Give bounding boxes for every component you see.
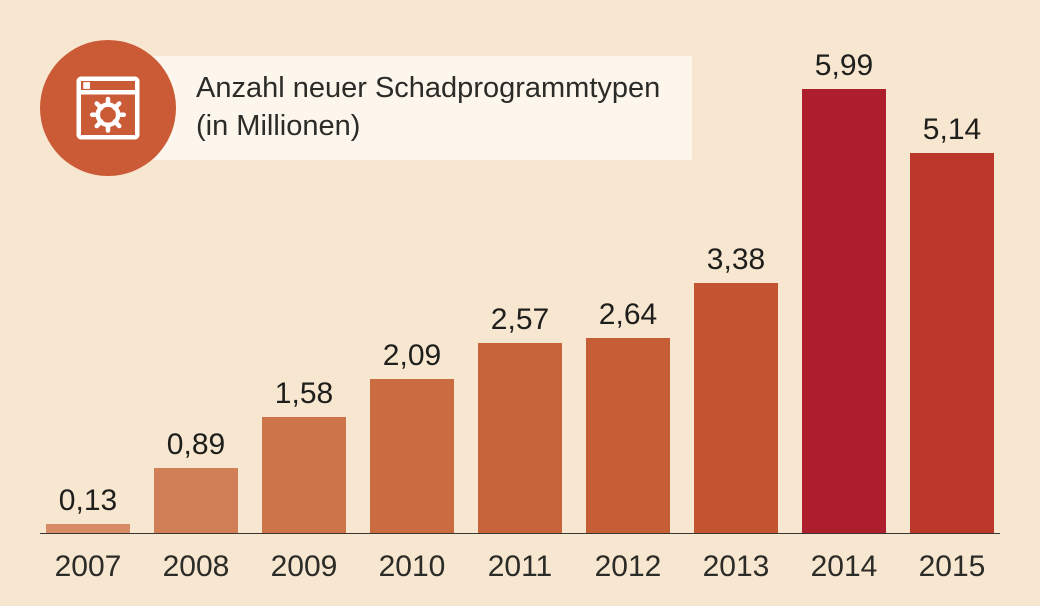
malware-icon [40,40,176,176]
bar-rect [694,283,778,534]
bar-rect [370,379,454,534]
chart-title-line2: (in Millionen) [196,108,660,146]
x-axis-tick: 2008 [154,550,238,584]
bar-value-label: 0,13 [59,484,117,518]
bar-value-label: 0,89 [167,428,225,462]
x-axis-labels: 2007 2008 2009 2010 2011 2012 2013 2014 2015 [40,550,1000,584]
x-axis-tick: 2011 [478,550,562,584]
bar-rect [910,153,994,535]
bar-rect [262,417,346,534]
bar-rect [802,89,886,534]
x-axis-tick: 2013 [694,550,778,584]
bar-col: 3,38 [694,40,778,534]
x-axis-tick: 2015 [910,550,994,584]
bar-col: 5,99 [802,40,886,534]
x-axis-tick: 2009 [262,550,346,584]
bar-value-label: 3,38 [707,243,765,277]
bar-col: 5,14 [910,40,994,534]
bar-value-label: 2,64 [599,298,657,332]
bar-value-label: 2,09 [383,339,441,373]
bar-value-label: 5,99 [815,49,873,83]
x-axis-tick: 2014 [802,550,886,584]
x-axis-tick: 2012 [586,550,670,584]
bar-value-label: 2,57 [491,303,549,337]
malware-types-bar-chart: Anzahl neuer Schadprogrammtypen (in Mill… [0,0,1040,606]
chart-header: Anzahl neuer Schadprogrammtypen (in Mill… [40,40,692,176]
x-axis-tick: 2010 [370,550,454,584]
bar-rect [478,343,562,534]
chart-title-box: Anzahl neuer Schadprogrammtypen (in Mill… [152,56,692,159]
bar-value-label: 5,14 [923,113,981,147]
chart-title-line1: Anzahl neuer Schadprogrammtypen [196,70,660,108]
bar-rect [586,338,670,534]
bar-value-label: 1,58 [275,377,333,411]
x-axis-tick: 2007 [46,550,130,584]
bar-rect [154,468,238,534]
x-axis-line [40,533,1000,534]
